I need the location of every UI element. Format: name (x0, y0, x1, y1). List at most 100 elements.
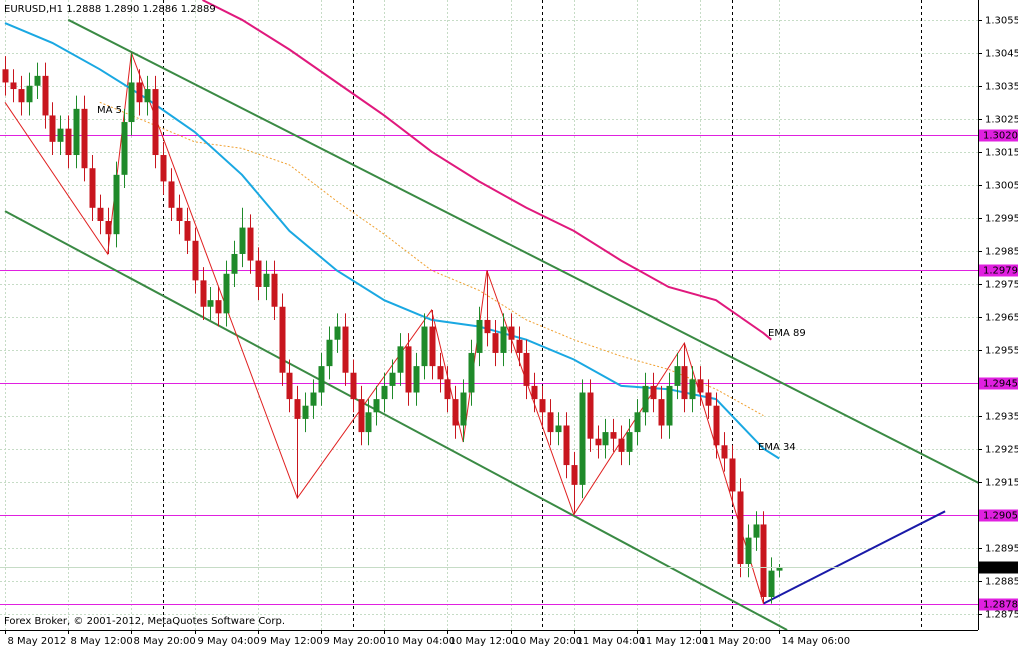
candle-body (555, 425, 562, 433)
candle-body (200, 280, 207, 307)
level-label-box (979, 598, 1018, 611)
last-price-label: 1.2889 (983, 563, 1018, 574)
candle-body (618, 438, 625, 452)
candle-body (49, 115, 56, 142)
candle-body (239, 227, 246, 254)
candle-body (81, 108, 88, 169)
candle-body (207, 300, 214, 307)
candle-body (650, 385, 657, 400)
level-label-box (979, 377, 1018, 390)
candle-body (452, 399, 459, 426)
candle-body (247, 227, 254, 261)
candle-body (500, 326, 507, 353)
y-tick-label: 1.2955 (985, 346, 1018, 357)
candle-body (444, 379, 451, 400)
candle-body (326, 339, 333, 367)
level-label-box (979, 129, 1018, 142)
candle-body (350, 372, 357, 400)
y-tick-label: 1.2875 (985, 610, 1018, 621)
level-label: 1.2878 (983, 600, 1018, 611)
candle-body (231, 253, 238, 274)
candle-body (302, 405, 309, 419)
candle-body (745, 537, 752, 565)
footer-text: Forex Broker, © 2001-2012, MetaQuotes So… (4, 616, 285, 627)
candle-body (587, 392, 594, 439)
candle-body (484, 319, 491, 334)
y-tick-label: 1.2895 (985, 544, 1018, 555)
candle-body (429, 326, 436, 367)
x-tick-label: 11 May 04:00 (577, 636, 646, 647)
indicator-label: EMA 89 (768, 328, 806, 339)
candle-body (539, 399, 546, 413)
candle-body (516, 339, 523, 353)
candle-body (729, 458, 736, 492)
candle-body (610, 432, 617, 439)
candle-body (753, 524, 760, 538)
candle-body (642, 385, 649, 413)
candle-body (713, 405, 720, 446)
candle-body (705, 392, 712, 406)
candle-body (579, 392, 586, 485)
candle-body (760, 524, 767, 598)
x-tick-label: 8 May 20:00 (134, 636, 196, 647)
y-tick-label: 1.3045 (985, 49, 1018, 60)
candle-body (223, 273, 230, 314)
y-tick-label: 1.2975 (985, 280, 1018, 291)
candle-body (476, 319, 483, 353)
trendline (762, 510, 946, 605)
indicator-label: MA 5 (97, 105, 122, 116)
candle-body (737, 491, 744, 565)
x-tick-label: 11 May 12:00 (640, 636, 709, 647)
candle-body (365, 412, 372, 433)
x-tick-label: 9 May 04:00 (198, 636, 260, 647)
y-tick-label: 1.2885 (985, 577, 1018, 588)
x-tick-label: 10 May 12:00 (450, 636, 519, 647)
candle-body (405, 346, 412, 393)
candle-body (492, 333, 499, 353)
y-tick-label: 1.3035 (985, 82, 1018, 93)
y-tick-label: 1.2965 (985, 313, 1018, 324)
x-tick-label: 11 May 20:00 (703, 636, 772, 647)
candle-body (634, 412, 641, 433)
candle-body (176, 207, 183, 221)
grid (0, 0, 978, 630)
y-tick-label: 1.2935 (985, 412, 1018, 423)
candle-body (192, 240, 199, 281)
candle-body (294, 399, 301, 419)
candle-body (263, 273, 270, 287)
candle-body (381, 385, 388, 400)
level-label: 1.3020 (983, 131, 1018, 142)
candle-body (128, 82, 135, 123)
candle-body (2, 69, 9, 83)
candle-body (286, 372, 293, 400)
candle-body (563, 425, 570, 466)
trendline (67, 18, 978, 484)
candle-body (97, 207, 104, 221)
y-tick-label: 1.3015 (985, 148, 1018, 159)
candle-body (666, 385, 673, 426)
candle-body (73, 108, 80, 156)
candle-body (113, 174, 120, 235)
candle-body (26, 85, 33, 103)
candle-body (531, 385, 538, 400)
candle-body (34, 75, 41, 86)
candle-body (215, 300, 222, 314)
candle-body (397, 346, 404, 373)
y-tick-label: 1.2925 (985, 445, 1018, 456)
x-tick-label: 8 May 12:00 (71, 636, 133, 647)
candle-body (279, 306, 286, 373)
y-tick-label: 1.2995 (985, 214, 1018, 225)
candle-body (508, 326, 515, 340)
candle-body (271, 273, 278, 307)
candle-body (310, 392, 317, 406)
level-label-box (979, 509, 1018, 522)
candle-body (152, 89, 159, 156)
chart-title: EURUSD,H1 1.2888 1.2890 1.2886 1.2889 (4, 4, 216, 15)
candle-body (318, 366, 325, 393)
y-tick-label: 1.2985 (985, 247, 1018, 258)
candle-body (776, 567, 783, 571)
y-tick-label: 1.3025 (985, 115, 1018, 126)
candle-body (18, 89, 25, 103)
